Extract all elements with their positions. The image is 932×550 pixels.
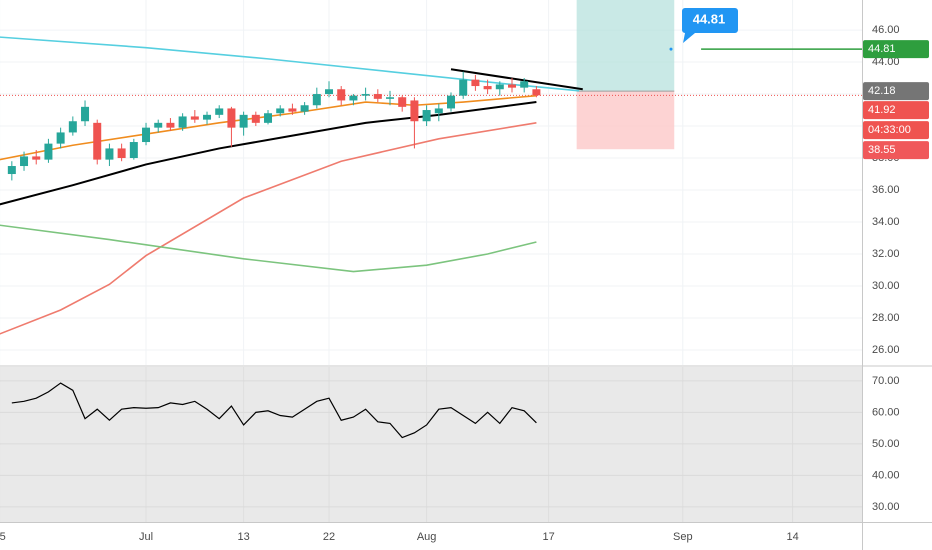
candle-body	[251, 114, 260, 123]
candle-body	[520, 81, 529, 88]
x-tick-label: 13	[237, 531, 249, 543]
y-tick-label: 28.00	[872, 312, 900, 324]
candle-body	[20, 156, 29, 167]
candle-body	[154, 122, 163, 128]
candle-body	[532, 89, 541, 96]
candle-body	[93, 122, 102, 160]
candle-body	[239, 114, 248, 128]
candle-body	[81, 106, 90, 122]
y-tick-label: 46.00	[872, 24, 900, 36]
y-tick-label: 32.00	[872, 248, 900, 260]
candle-body	[32, 156, 41, 160]
x-tick-label: Jul	[139, 531, 153, 543]
target-badge	[863, 40, 929, 59]
last-price-badge-text: 41.92	[868, 104, 896, 116]
candle-body	[190, 116, 199, 120]
target-anchor	[669, 47, 673, 51]
entry-badge	[863, 82, 929, 101]
candle-body	[300, 105, 309, 112]
rsi-tick-label: 40.00	[872, 469, 900, 481]
candle-body	[349, 95, 358, 101]
candle-body	[508, 84, 517, 88]
x-tick-label: Sep	[673, 531, 693, 543]
candle-body	[312, 94, 321, 106]
rsi-tick-label: 60.00	[872, 406, 900, 418]
rsi-line	[11, 382, 537, 439]
candle-body	[44, 143, 53, 160]
candle-body	[459, 79, 468, 96]
stop-badge	[863, 141, 929, 160]
candle-body	[105, 148, 114, 160]
candle-body	[68, 121, 77, 133]
candle-body	[447, 95, 456, 109]
candle-body	[410, 100, 419, 122]
candle-body	[129, 142, 138, 159]
rsi-panel	[0, 367, 862, 522]
candle-body	[325, 89, 334, 95]
candle-body	[203, 114, 212, 120]
candle-body	[142, 127, 151, 143]
y-tick-label: 34.00	[872, 216, 900, 228]
candle-body	[227, 108, 236, 128]
candle-body	[276, 108, 285, 114]
y-tick-label: 36.00	[872, 184, 900, 196]
candle-body	[178, 116, 187, 128]
candle-body	[398, 97, 407, 107]
rsi-tick-label: 70.00	[872, 375, 900, 387]
target-callout	[682, 8, 738, 43]
candle-body	[56, 132, 65, 144]
countdown-badge-text: 04:33:00	[868, 124, 911, 136]
entry-badge-text: 42.18	[868, 85, 896, 97]
rsi-tick-label: 50.00	[872, 438, 900, 450]
candle-body	[166, 122, 175, 128]
candle-body	[386, 97, 395, 99]
candle-body	[337, 89, 346, 101]
last-price-badge	[863, 101, 929, 120]
target-callout-text: 44.81	[693, 11, 726, 26]
candle-body	[373, 94, 382, 99]
candle-body	[471, 79, 480, 87]
candle-body	[434, 108, 443, 114]
x-tick-label: 22	[323, 531, 335, 543]
candle-body	[7, 166, 16, 175]
moving-average	[450, 68, 583, 91]
x-tick-label: 17	[542, 531, 554, 543]
x-tick-label: 14	[786, 531, 798, 543]
x-tick-label: 15	[0, 531, 6, 543]
x-tick-label: Aug	[417, 531, 437, 543]
candle-body	[495, 84, 504, 90]
candle-body	[288, 108, 297, 112]
countdown-badge	[863, 121, 929, 140]
candle-body	[422, 110, 431, 122]
candle-body	[361, 94, 370, 96]
moving-average	[0, 122, 537, 335]
y-tick-label: 30.00	[872, 280, 900, 292]
y-tick-label: 26.00	[872, 344, 900, 356]
y-tick-label: 44.00	[872, 56, 900, 68]
stop-badge-text: 38.55	[868, 144, 896, 156]
candle-body	[117, 148, 126, 159]
profit-zone	[576, 0, 675, 92]
candle-body	[483, 86, 492, 90]
moving-average	[0, 224, 537, 273]
target-badge-text: 44.81	[868, 43, 896, 55]
candle-body	[264, 113, 273, 123]
rsi-tick-label: 30.00	[872, 501, 900, 513]
loss-zone	[576, 91, 675, 150]
candle-body	[215, 108, 224, 115]
